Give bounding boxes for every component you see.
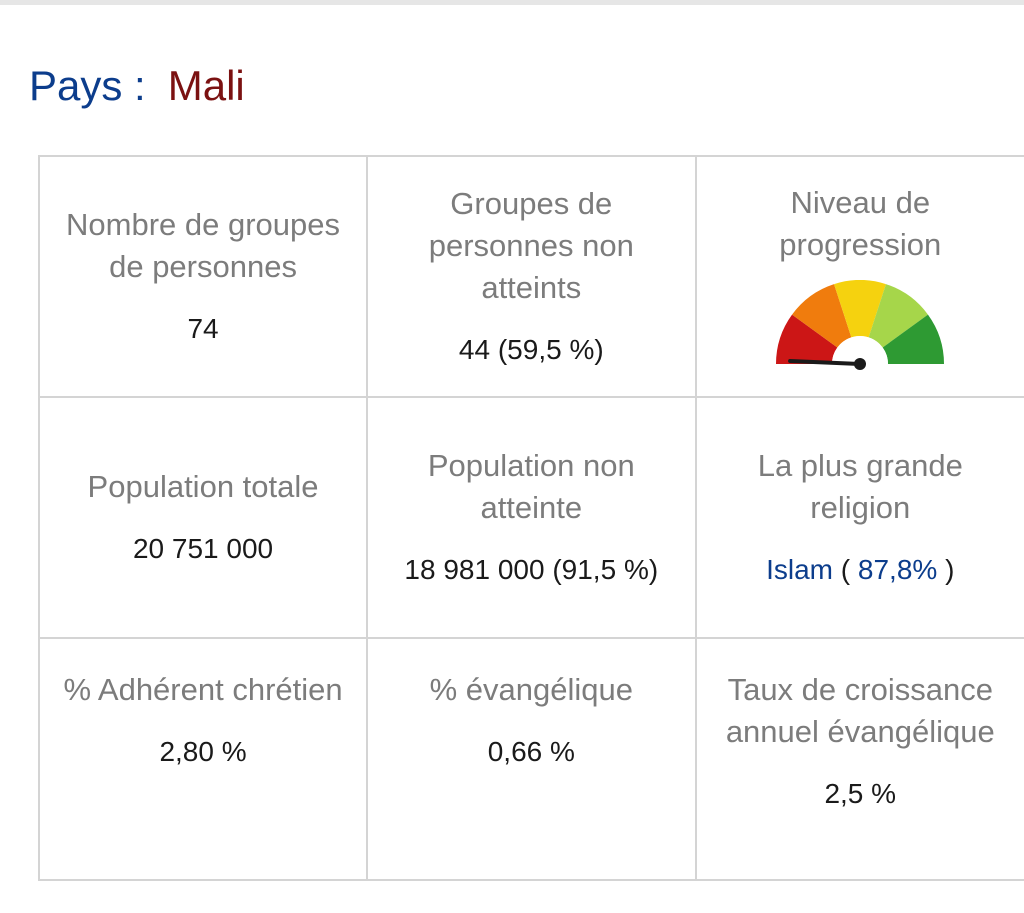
gauge-segment xyxy=(834,279,887,337)
religion-link[interactable]: Islam xyxy=(766,553,834,585)
total-population-cell: Population totale 20 751 000 xyxy=(37,396,369,639)
people-groups-value: 74 xyxy=(187,312,219,344)
country-stats-table: Nombre de groupes de personnes 74 Groupe… xyxy=(37,155,1024,881)
unreached-population-cell: Population non atteinte 18 981 000 (91,5… xyxy=(366,396,697,639)
evangelical-cell: % évangélique 0,66 % xyxy=(366,637,697,881)
unreached-groups-label: Groupes de personnes non atteints xyxy=(428,185,634,305)
religion-percent-link[interactable]: 87,8% xyxy=(857,553,938,585)
unreached-population-label: Population non atteinte xyxy=(427,447,635,525)
evangelical-growth-cell: Taux de croissance annuel évangélique 2,… xyxy=(694,637,1024,881)
evangelical-value: 0,66 % xyxy=(487,736,575,767)
evangelical-label: % évangélique xyxy=(429,672,633,707)
stats-row: Population totale 20 751 000 Population … xyxy=(37,396,1024,639)
progress-level-cell: Niveau de progression xyxy=(694,155,1024,398)
evangelical-growth-label: Taux de croissance annuel évangélique xyxy=(725,672,995,749)
gauge-hub xyxy=(854,357,867,370)
gauge-segments xyxy=(776,279,945,372)
progress-gauge-icon[interactable] xyxy=(770,279,950,372)
gauge-segment xyxy=(792,283,852,348)
religion-close-paren: ) xyxy=(945,553,955,585)
christian-adherent-label: % Adhérent chrétien xyxy=(63,672,343,707)
largest-religion-cell: La plus grande religion Islam ( 87,8% ) xyxy=(694,396,1024,639)
gauge-segment xyxy=(776,314,838,364)
stats-row: Nombre de groupes de personnes 74 Groupe… xyxy=(37,155,1024,398)
gauge-needle xyxy=(788,358,863,366)
evangelical-growth-value: 2,5 % xyxy=(824,778,897,809)
unreached-groups-value: 44 (59,5 %) xyxy=(458,333,604,365)
total-population-label: Population totale xyxy=(87,468,319,504)
largest-religion-value: Islam ( 87,8% ) xyxy=(697,549,1024,591)
unreached-groups-cell: Groupes de personnes non atteints 44 (59… xyxy=(366,155,697,398)
gauge-segment xyxy=(868,283,929,348)
christian-adherent-value: 2,80 % xyxy=(159,736,247,767)
people-groups-label: Nombre de groupes de personnes xyxy=(66,206,341,284)
top-divider xyxy=(0,0,1024,5)
total-population-value: 20 751 000 xyxy=(132,532,274,564)
country-heading-label: Pays : xyxy=(29,62,146,109)
country-name: Mali xyxy=(167,62,245,109)
unreached-population-value: 18 981 000 (91,5 %) xyxy=(404,553,659,585)
largest-religion-label: La plus grande religion xyxy=(757,447,963,525)
stats-row: % Adhérent chrétien 2,80 % % évangélique… xyxy=(37,637,1024,881)
progress-level-label: Niveau de progression xyxy=(779,184,942,262)
people-groups-cell: Nombre de groupes de personnes 74 xyxy=(37,155,369,398)
gauge-segment xyxy=(882,314,945,364)
country-heading: Pays : Mali xyxy=(29,60,245,112)
religion-open-paren: ( xyxy=(840,553,851,585)
christian-adherent-cell: % Adhérent chrétien 2,80 % xyxy=(37,637,369,881)
